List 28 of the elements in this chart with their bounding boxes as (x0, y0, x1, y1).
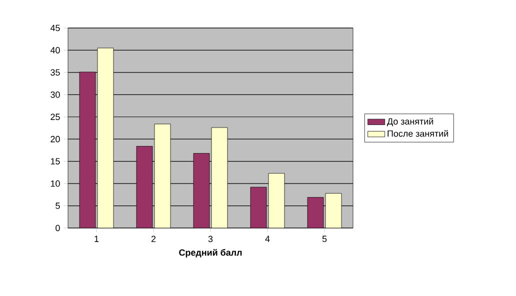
x-axis-title: Средний балл (179, 248, 242, 258)
y-tick-label: 25 (50, 114, 60, 120)
bar (79, 72, 96, 228)
bar (193, 153, 210, 228)
x-tick-label: 4 (265, 236, 270, 242)
y-tick-label: 0 (56, 224, 60, 232)
x-tick-label: 1 (94, 236, 99, 242)
bar (211, 127, 228, 228)
y-tick-label: 20 (50, 136, 60, 142)
x-tick-label: 3 (208, 236, 213, 242)
y-tick-label: 10 (50, 180, 60, 187)
y-tick-label: 5 (56, 202, 60, 209)
bar (154, 124, 171, 228)
bar (325, 193, 342, 228)
bar (250, 186, 267, 228)
y-tick-label: 15 (50, 158, 60, 164)
y-tick-label: 40 (50, 47, 60, 54)
y-tick-label: 45 (50, 24, 60, 32)
bar (97, 48, 114, 228)
bar (268, 173, 285, 228)
legend-label: После занятий (388, 130, 448, 137)
legend-label: До занятий (387, 118, 434, 126)
y-tick-label: 35 (50, 69, 60, 76)
y-tick-label: 30 (50, 91, 60, 98)
bar (307, 197, 324, 228)
x-tick-label: 2 (151, 236, 156, 242)
bar (136, 146, 153, 228)
x-tick-label: 5 (322, 236, 327, 242)
